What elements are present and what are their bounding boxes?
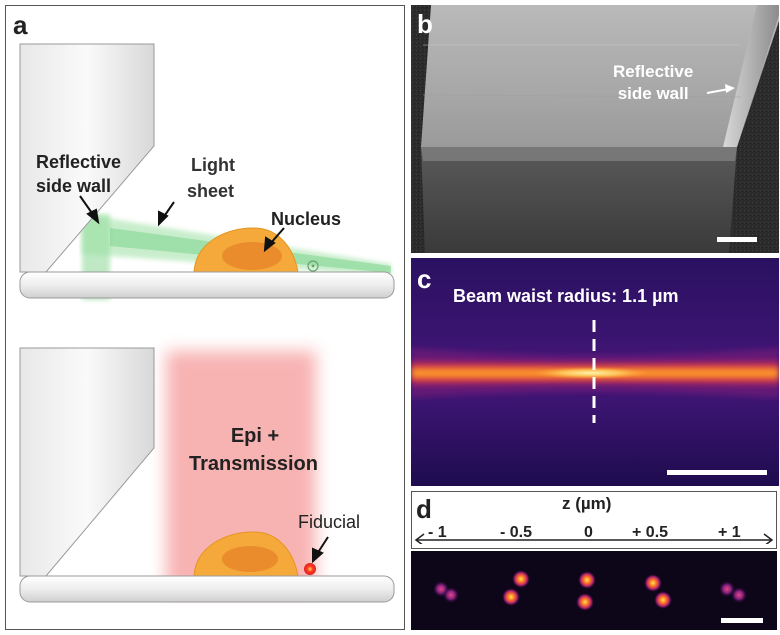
sem-scale-bar bbox=[717, 237, 757, 242]
nucleus-label: Nucleus bbox=[271, 209, 342, 229]
z-tick-5: + 1 bbox=[718, 524, 741, 541]
light-sheet-label: Light sheet bbox=[187, 152, 235, 204]
panel-letter-a: a bbox=[13, 10, 28, 40]
panel-b: b Reflective side wall bbox=[411, 5, 779, 253]
beam-waist bbox=[531, 367, 651, 379]
panel-a-illustration bbox=[19, 43, 395, 603]
z-tick-4: + 0.5 bbox=[632, 524, 669, 541]
reflective-label-line2: side wall bbox=[36, 176, 112, 196]
panel-a: a Reflective side wall Light sheet Nucle… bbox=[5, 5, 405, 630]
sem-side-wall bbox=[723, 5, 779, 147]
sem-front-face bbox=[421, 147, 737, 253]
coverslip-bottom bbox=[19, 575, 395, 603]
d-header: d z (µm) - 1 - 0.5 0 + 0.5 + 1 bbox=[411, 491, 777, 549]
psf-z-minus-1 bbox=[433, 581, 459, 603]
cantilever-top bbox=[19, 43, 155, 273]
fiducial-arrow bbox=[312, 536, 329, 564]
psf-image-strip bbox=[411, 551, 777, 630]
z-axis-title: z (µm) bbox=[562, 494, 612, 513]
psf-z-0 bbox=[576, 571, 596, 611]
epi-line1: Epi + bbox=[230, 425, 280, 447]
z-tick-2: - 0.5 bbox=[500, 524, 533, 541]
bead-top bbox=[307, 260, 319, 272]
panel-c: c Beam waist radius: 1.1 µm bbox=[411, 258, 779, 486]
psf-z-plus-1 bbox=[719, 581, 747, 603]
z-tick-3: 0 bbox=[584, 524, 593, 541]
light-sheet-line2: sheet bbox=[187, 181, 235, 201]
panel-letter-c: c bbox=[417, 264, 432, 294]
z-tick-1: - 1 bbox=[428, 524, 447, 541]
nucleus-bottom bbox=[222, 546, 278, 572]
reflective-side-wall-label-a: Reflective side wall bbox=[36, 150, 121, 198]
fiducial-label: Fiducial bbox=[298, 512, 361, 532]
panel-letter-b: b bbox=[417, 9, 433, 39]
fiducial-bead bbox=[304, 563, 316, 575]
epi-transmission-label: Epi + Transmission bbox=[189, 422, 318, 478]
b-arrow bbox=[706, 84, 735, 94]
psf-z-plus-0.5 bbox=[644, 574, 672, 609]
b-label-line2: side wall bbox=[617, 84, 689, 103]
sem-image bbox=[411, 5, 779, 253]
nucleus-top bbox=[222, 242, 282, 270]
d-scale-bar bbox=[721, 618, 763, 623]
panel-d: d z (µm) - 1 - 0.5 0 + 0.5 + 1 bbox=[411, 491, 779, 630]
cantilever-bottom bbox=[19, 347, 155, 577]
sem-top-face bbox=[421, 5, 779, 147]
light-sheet-line1: Light bbox=[191, 155, 235, 175]
beam-waist-title: Beam waist radius: 1.1 µm bbox=[453, 286, 679, 306]
psf-z-minus-0.5 bbox=[502, 570, 530, 606]
z-axis-arrow bbox=[414, 533, 774, 544]
arrows-top bbox=[79, 195, 285, 253]
panel-letter-d: d bbox=[416, 494, 432, 524]
c-scale-bar bbox=[667, 470, 767, 475]
coverslip-top bbox=[19, 271, 395, 299]
epi-line2: Transmission bbox=[189, 453, 318, 475]
reflective-side-wall-label-b: Reflective side wall bbox=[613, 61, 693, 105]
b-label-line1: Reflective bbox=[613, 62, 694, 81]
beam-profile-image bbox=[411, 258, 779, 486]
reflective-label-line1: Reflective bbox=[36, 152, 122, 172]
